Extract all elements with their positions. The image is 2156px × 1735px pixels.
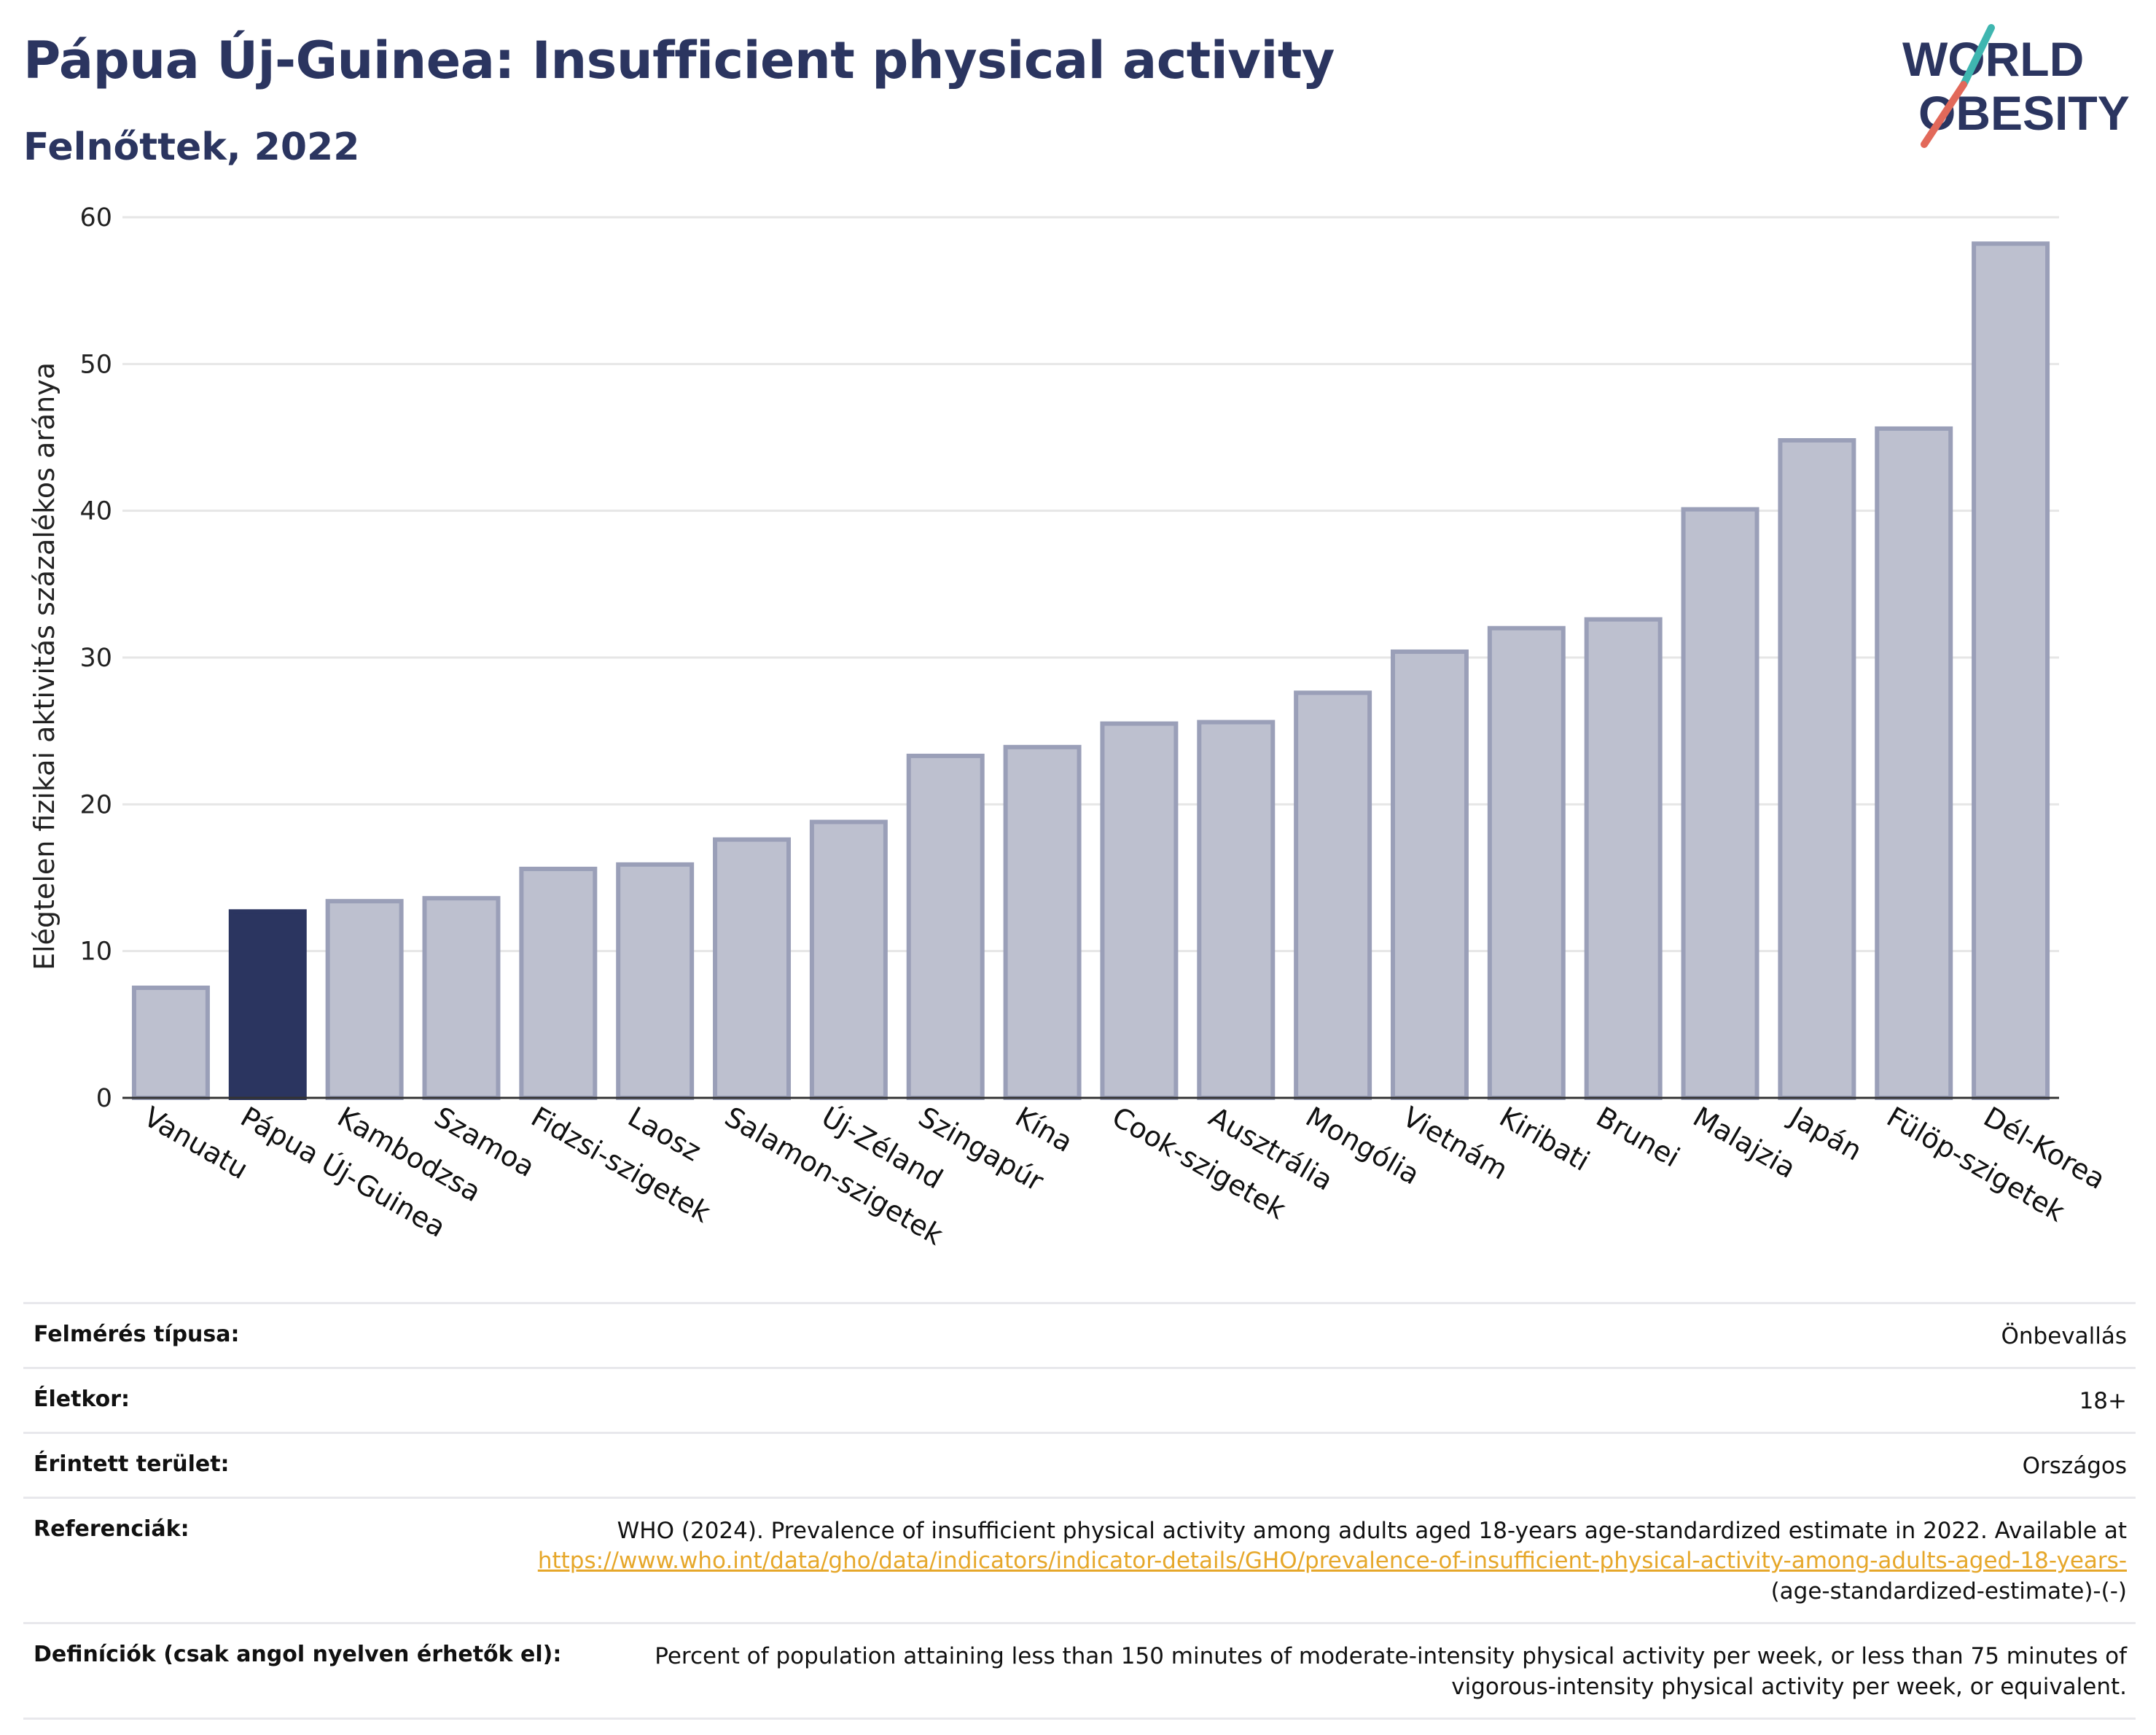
bar [1972,241,2050,1100]
world-obesity-logo: WORLD OBESITY [1902,24,2130,148]
bar [1003,744,1082,1101]
bar [325,899,404,1101]
bar [1875,426,1953,1100]
detail-label: Definíciók (csak angol nyelven érhetők e… [34,1642,562,1668]
logo-line1: WORLD [1902,32,2084,86]
detail-label: Érintett terület: [34,1451,230,1477]
bar [1778,438,1856,1100]
detail-label: Életkor: [34,1386,130,1412]
detail-value: Percent of population attaining less tha… [655,1643,2127,1700]
reference-text: WHO (2024). Prevalence of insufficient p… [617,1517,2127,1544]
bar [906,753,985,1100]
bar [809,819,888,1100]
detail-value: 18+ [2079,1387,2127,1414]
x-tick-label: Kiribati [1494,1101,1595,1177]
y-tick-label: 10 [79,937,112,967]
y-tick-label: 20 [79,790,112,819]
detail-row-references: Referenciák: WHO (2024). Prevalence of i… [23,1499,2136,1625]
bar [713,837,792,1100]
y-axis-label: Elégtelen fizikai aktivitás százalékos a… [28,362,60,970]
bar [1100,721,1179,1100]
bar [1294,690,1372,1100]
page-subtitle: Felnőttek, 2022 [23,125,360,169]
detail-value: Országos [2022,1452,2127,1479]
page-title: Pápua Új-Guinea: Insufficient physical a… [23,31,1335,90]
details-table: Felmérés típusa: Önbevallás Életkor: 18+… [23,1302,2136,1720]
detail-label: Felmérés típusa: [34,1322,240,1347]
bar [1681,507,1759,1100]
logo-red-slash [1921,81,1967,148]
x-tick-label: Brunei [1591,1101,1685,1174]
bar [1487,625,1566,1100]
detail-row-survey-type: Felmérés típusa: Önbevallás [23,1302,2136,1369]
bar-chart: 0 10 20 30 40 50 60 Elégtelen fizikai aktivitás… [28,203,2111,1251]
y-tick-label: 40 [79,497,112,526]
detail-value: WHO (2024). Prevalence of insufficient p… [523,1516,2127,1608]
bar [1197,720,1276,1100]
y-tick-label: 50 [79,350,112,379]
x-tick-label: Vanuatu [138,1101,254,1185]
y-tick-label: 30 [79,644,112,673]
bar [519,866,598,1101]
bar [422,896,501,1100]
y-tick-label: 0 [96,1084,112,1113]
x-tick-label: Malajzia [1688,1101,1802,1185]
reference-suffix: (age-standardized-estimate)-(-) [1770,1578,2127,1605]
bar [131,986,210,1100]
bar [1390,649,1469,1100]
detail-row-definitions: Definíciók (csak angol nyelven érhetők e… [23,1624,2136,1720]
x-tick-label: Cook-szigetek [1106,1101,1291,1226]
detail-label: Referenciák: [34,1516,190,1542]
bar [228,909,307,1100]
detail-row-age: Életkor: 18+ [23,1369,2136,1434]
x-tick-label: Kína [1010,1101,1079,1159]
reference-link[interactable]: https://www.who.int/data/gho/data/indica… [537,1548,2127,1575]
bar [616,862,695,1100]
detail-value: Önbevallás [2001,1323,2127,1349]
detail-row-area: Érintett terület: Országos [23,1434,2136,1499]
bar [1584,617,1663,1100]
logo-teal-slash [1960,24,1995,88]
y-tick-label: 60 [79,203,112,233]
